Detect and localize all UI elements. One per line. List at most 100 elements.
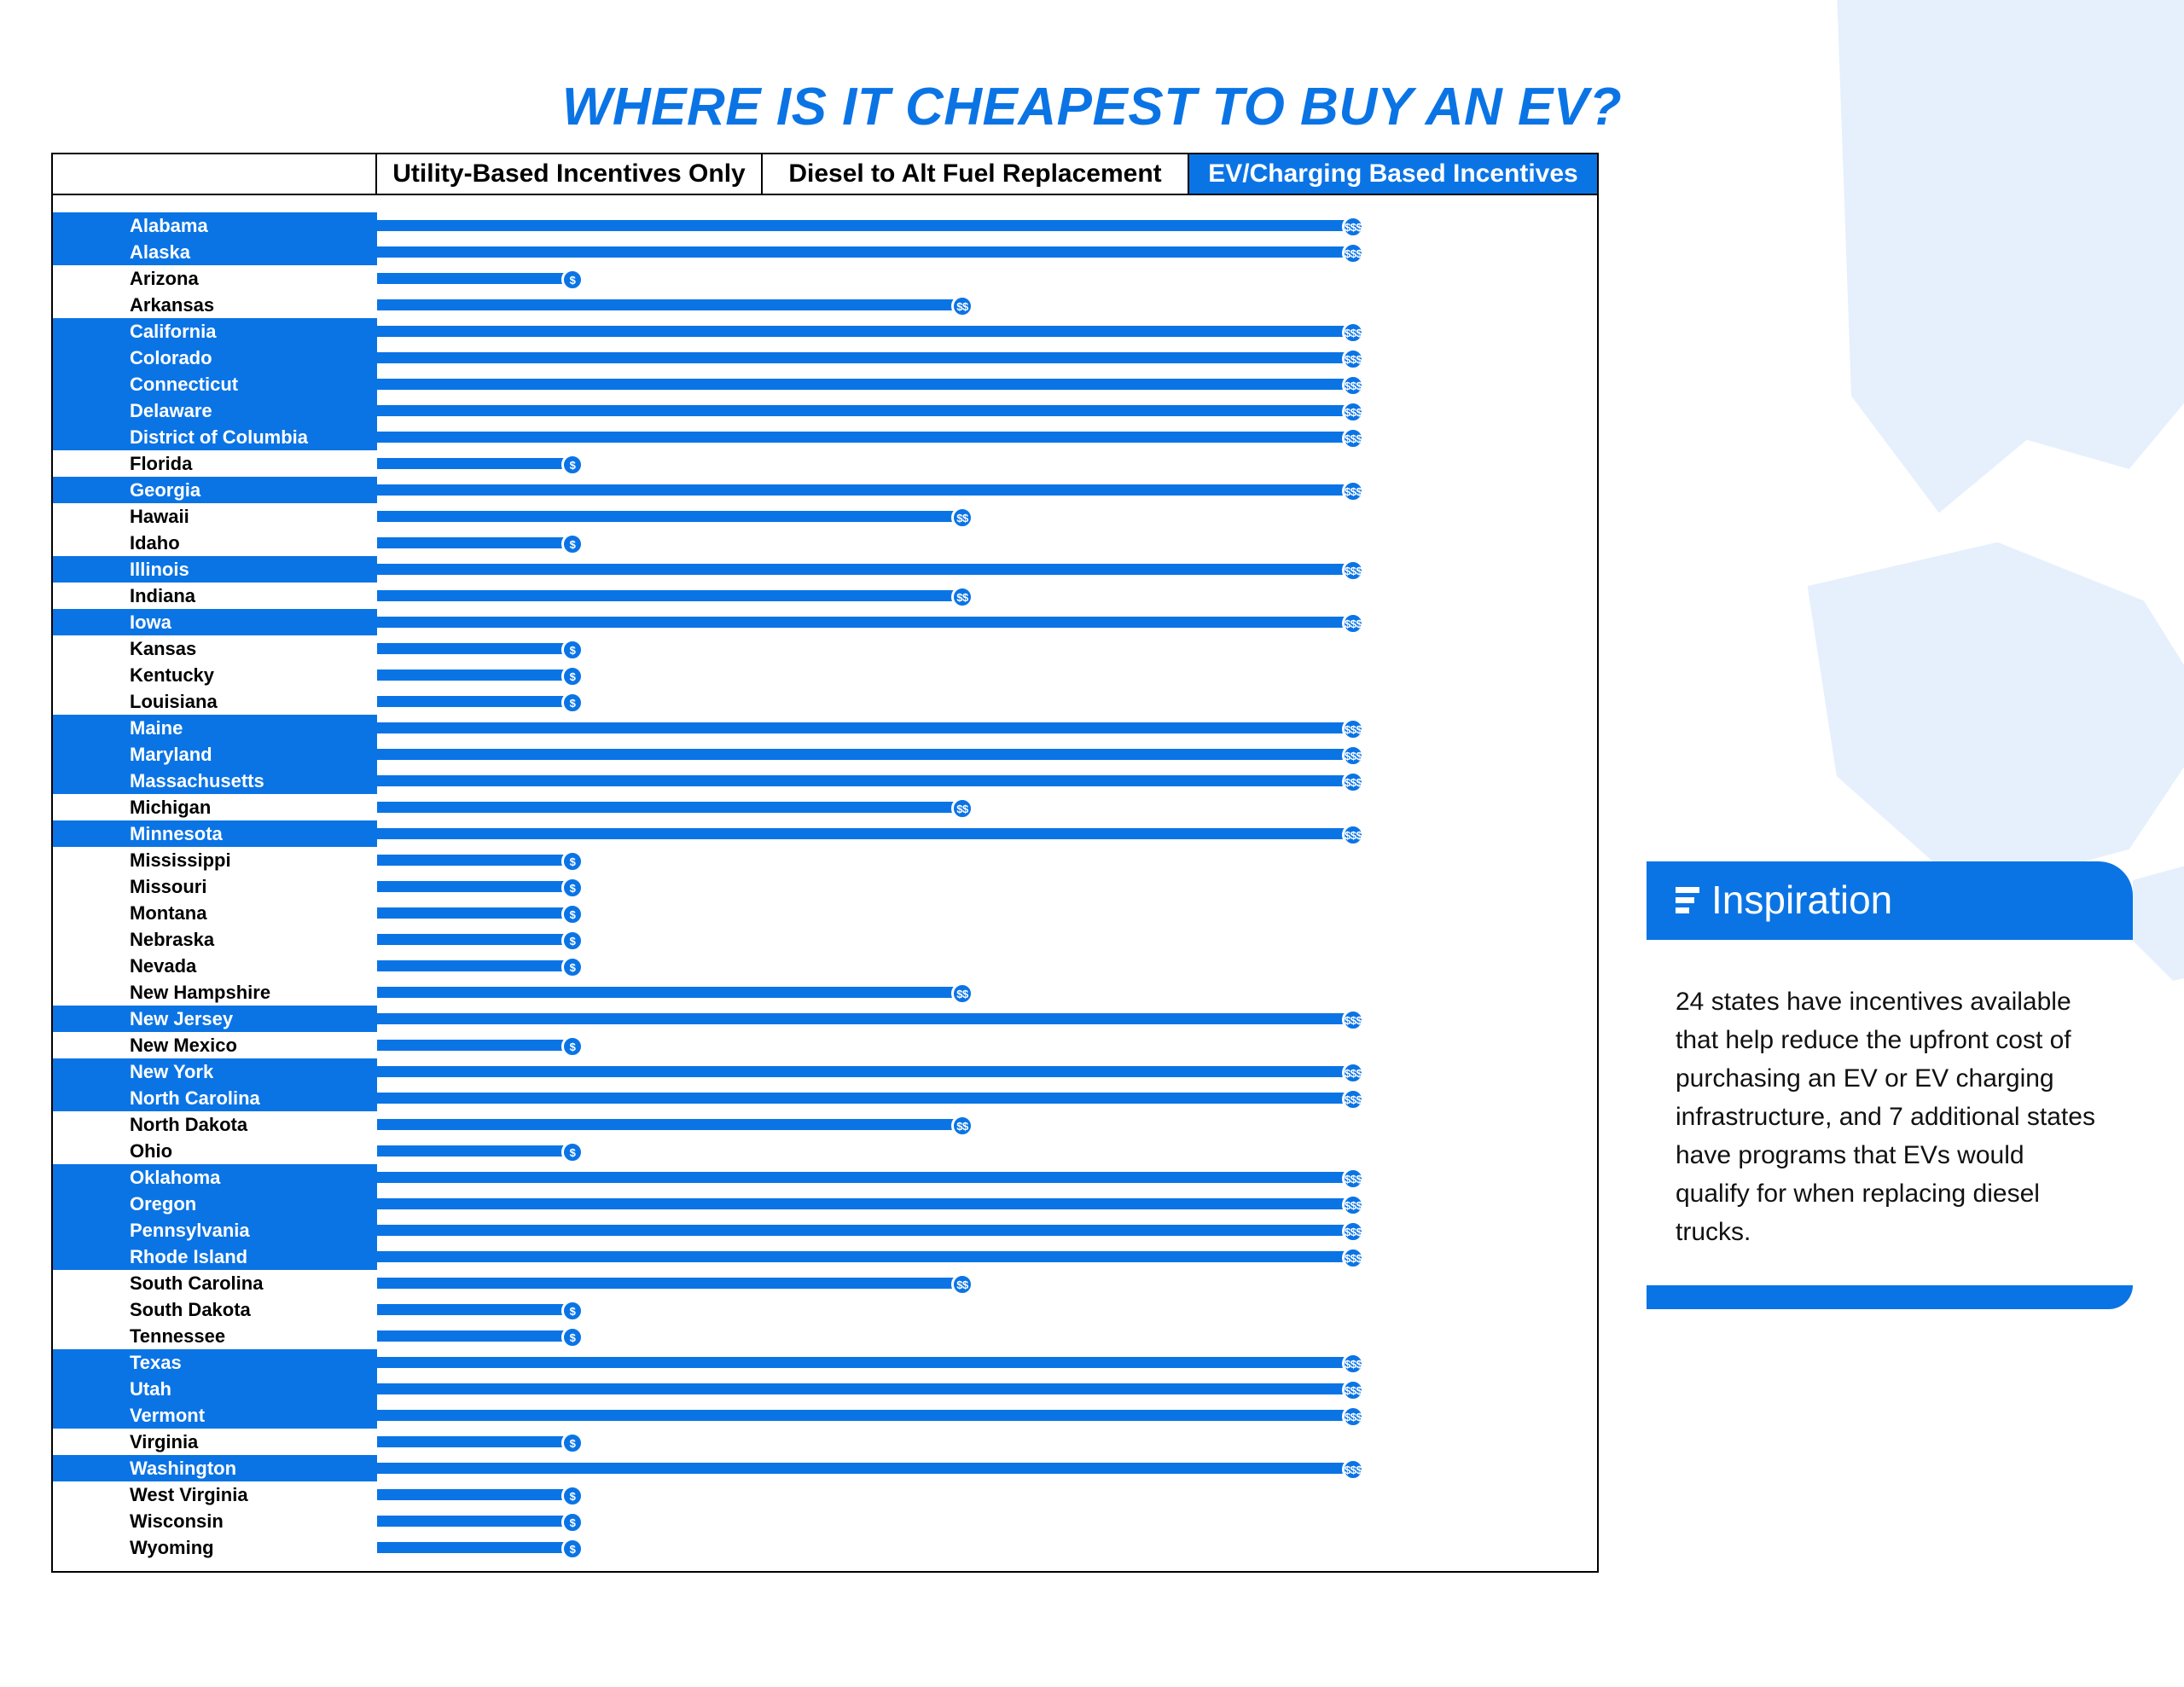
bar-area: $$$: [377, 318, 1597, 345]
state-row: Indiana$$: [53, 583, 1597, 609]
state-row: Vermont$$$: [53, 1402, 1597, 1429]
incentive-bar: [377, 590, 962, 601]
bar-area: $$: [377, 503, 1597, 530]
bar-area: $$$: [377, 371, 1597, 397]
info-card: Inspiration 24 states have incentives av…: [1647, 861, 2133, 1309]
bar-area: $: [377, 873, 1597, 900]
incentive-bar: [377, 1516, 572, 1527]
bar-area: $: [377, 662, 1597, 688]
state-label: New Jersey: [53, 1006, 377, 1032]
state-row: Utah$$$: [53, 1376, 1597, 1402]
dollar-marker-icon: $$$: [1342, 612, 1364, 635]
state-label: South Carolina: [53, 1270, 377, 1296]
state-row: New Hampshire $$: [53, 979, 1597, 1006]
state-row: North Dakota$$: [53, 1111, 1597, 1138]
state-label: New York: [53, 1058, 377, 1085]
dollar-marker-icon: $$$: [1342, 1168, 1364, 1190]
state-label: Kentucky: [53, 662, 377, 688]
legend-diesel: Diesel to Alt Fuel Replacement: [763, 154, 1189, 194]
dollar-marker-icon: $$$: [1342, 1247, 1364, 1269]
bar-area: $$$: [377, 1058, 1597, 1085]
state-label: New Hampshire: [53, 979, 377, 1006]
bar-area: $: [377, 530, 1597, 556]
state-row: Arizona$: [53, 265, 1597, 292]
state-label: Maryland: [53, 741, 377, 768]
dollar-marker-icon: $$: [951, 586, 973, 608]
bar-area: $$$: [377, 477, 1597, 503]
bar-area: $$$: [377, 609, 1597, 635]
state-row: South Carolina $$: [53, 1270, 1597, 1296]
bar-area: $: [377, 926, 1597, 953]
state-label: West Virginia: [53, 1481, 377, 1508]
state-label: North Dakota: [53, 1111, 377, 1138]
state-row: New York$$$: [53, 1058, 1597, 1085]
state-label: Utah: [53, 1376, 377, 1402]
state-row: Florida$: [53, 450, 1597, 477]
state-row: South Dakota$: [53, 1296, 1597, 1323]
state-label: Florida: [53, 450, 377, 477]
incentive-bar: [377, 1251, 1353, 1262]
dollar-marker-icon: $: [561, 877, 584, 899]
state-label: Hawaii: [53, 503, 377, 530]
incentive-bar: [377, 987, 962, 998]
incentive-bar: [377, 511, 962, 522]
dollar-marker-icon: $$$: [1342, 745, 1364, 767]
state-label: Arkansas: [53, 292, 377, 318]
bar-area: $$$: [377, 1349, 1597, 1376]
bar-area: $$$: [377, 212, 1597, 239]
incentive-bar: [377, 1278, 962, 1289]
bar-area: $$$: [377, 1455, 1597, 1481]
state-label: Iowa: [53, 609, 377, 635]
bar-area: $$$: [377, 768, 1597, 794]
incentive-bar: [377, 1198, 1353, 1209]
state-label: Massachusetts: [53, 768, 377, 794]
dollar-marker-icon: $: [561, 1035, 584, 1058]
dollar-marker-icon: $$: [951, 983, 973, 1005]
bar-area: $: [377, 1534, 1597, 1561]
state-row: Hawaii$$: [53, 503, 1597, 530]
state-label: Idaho: [53, 530, 377, 556]
incentive-bar: [377, 1410, 1353, 1421]
bar-area: $: [377, 1296, 1597, 1323]
state-row: Iowa $$$: [53, 609, 1597, 635]
info-card-footer: [1647, 1285, 2133, 1309]
dollar-marker-icon: $: [561, 1485, 584, 1507]
state-label: Montana: [53, 900, 377, 926]
state-row: Missouri$: [53, 873, 1597, 900]
state-row: Louisiana$: [53, 688, 1597, 715]
state-label: Virginia: [53, 1429, 377, 1455]
state-row: Michigan$$: [53, 794, 1597, 820]
state-row: Montana$: [53, 900, 1597, 926]
dollar-marker-icon: $$$: [1342, 374, 1364, 397]
state-label: Oregon: [53, 1191, 377, 1217]
bar-area: $$$: [377, 1402, 1597, 1429]
dollar-marker-icon: $$: [951, 1273, 973, 1296]
incentive-bar: [377, 379, 1353, 390]
state-label: Delaware: [53, 397, 377, 424]
dollar-marker-icon: $: [561, 1326, 584, 1348]
state-label: California: [53, 318, 377, 345]
bar-area: $$$: [377, 239, 1597, 265]
state-label: New Mexico: [53, 1032, 377, 1058]
bar-area: $$$: [377, 397, 1597, 424]
legend-utility: Utility-Based Incentives Only: [377, 154, 763, 194]
state-row: Ohio$: [53, 1138, 1597, 1164]
state-row: Maryland $$$: [53, 741, 1597, 768]
state-label: South Dakota: [53, 1296, 377, 1323]
state-row: Kansas$: [53, 635, 1597, 662]
bar-area: $: [377, 847, 1597, 873]
incentive-bar: [377, 1066, 1353, 1077]
bar-area: $$$: [377, 1217, 1597, 1244]
state-row: Minnesota$$$: [53, 820, 1597, 847]
state-row: California$$$: [53, 318, 1597, 345]
state-row: Washington$$$: [53, 1455, 1597, 1481]
state-label: Kansas: [53, 635, 377, 662]
incentive-bar: [377, 1383, 1353, 1394]
brand-icon: [1676, 887, 1699, 913]
dollar-marker-icon: $$$: [1342, 1088, 1364, 1110]
dollar-marker-icon: $$$: [1342, 216, 1364, 238]
state-label: Tennessee: [53, 1323, 377, 1349]
incentive-bar: [377, 432, 1353, 443]
state-label: Nevada: [53, 953, 377, 979]
state-row: Nevada$: [53, 953, 1597, 979]
